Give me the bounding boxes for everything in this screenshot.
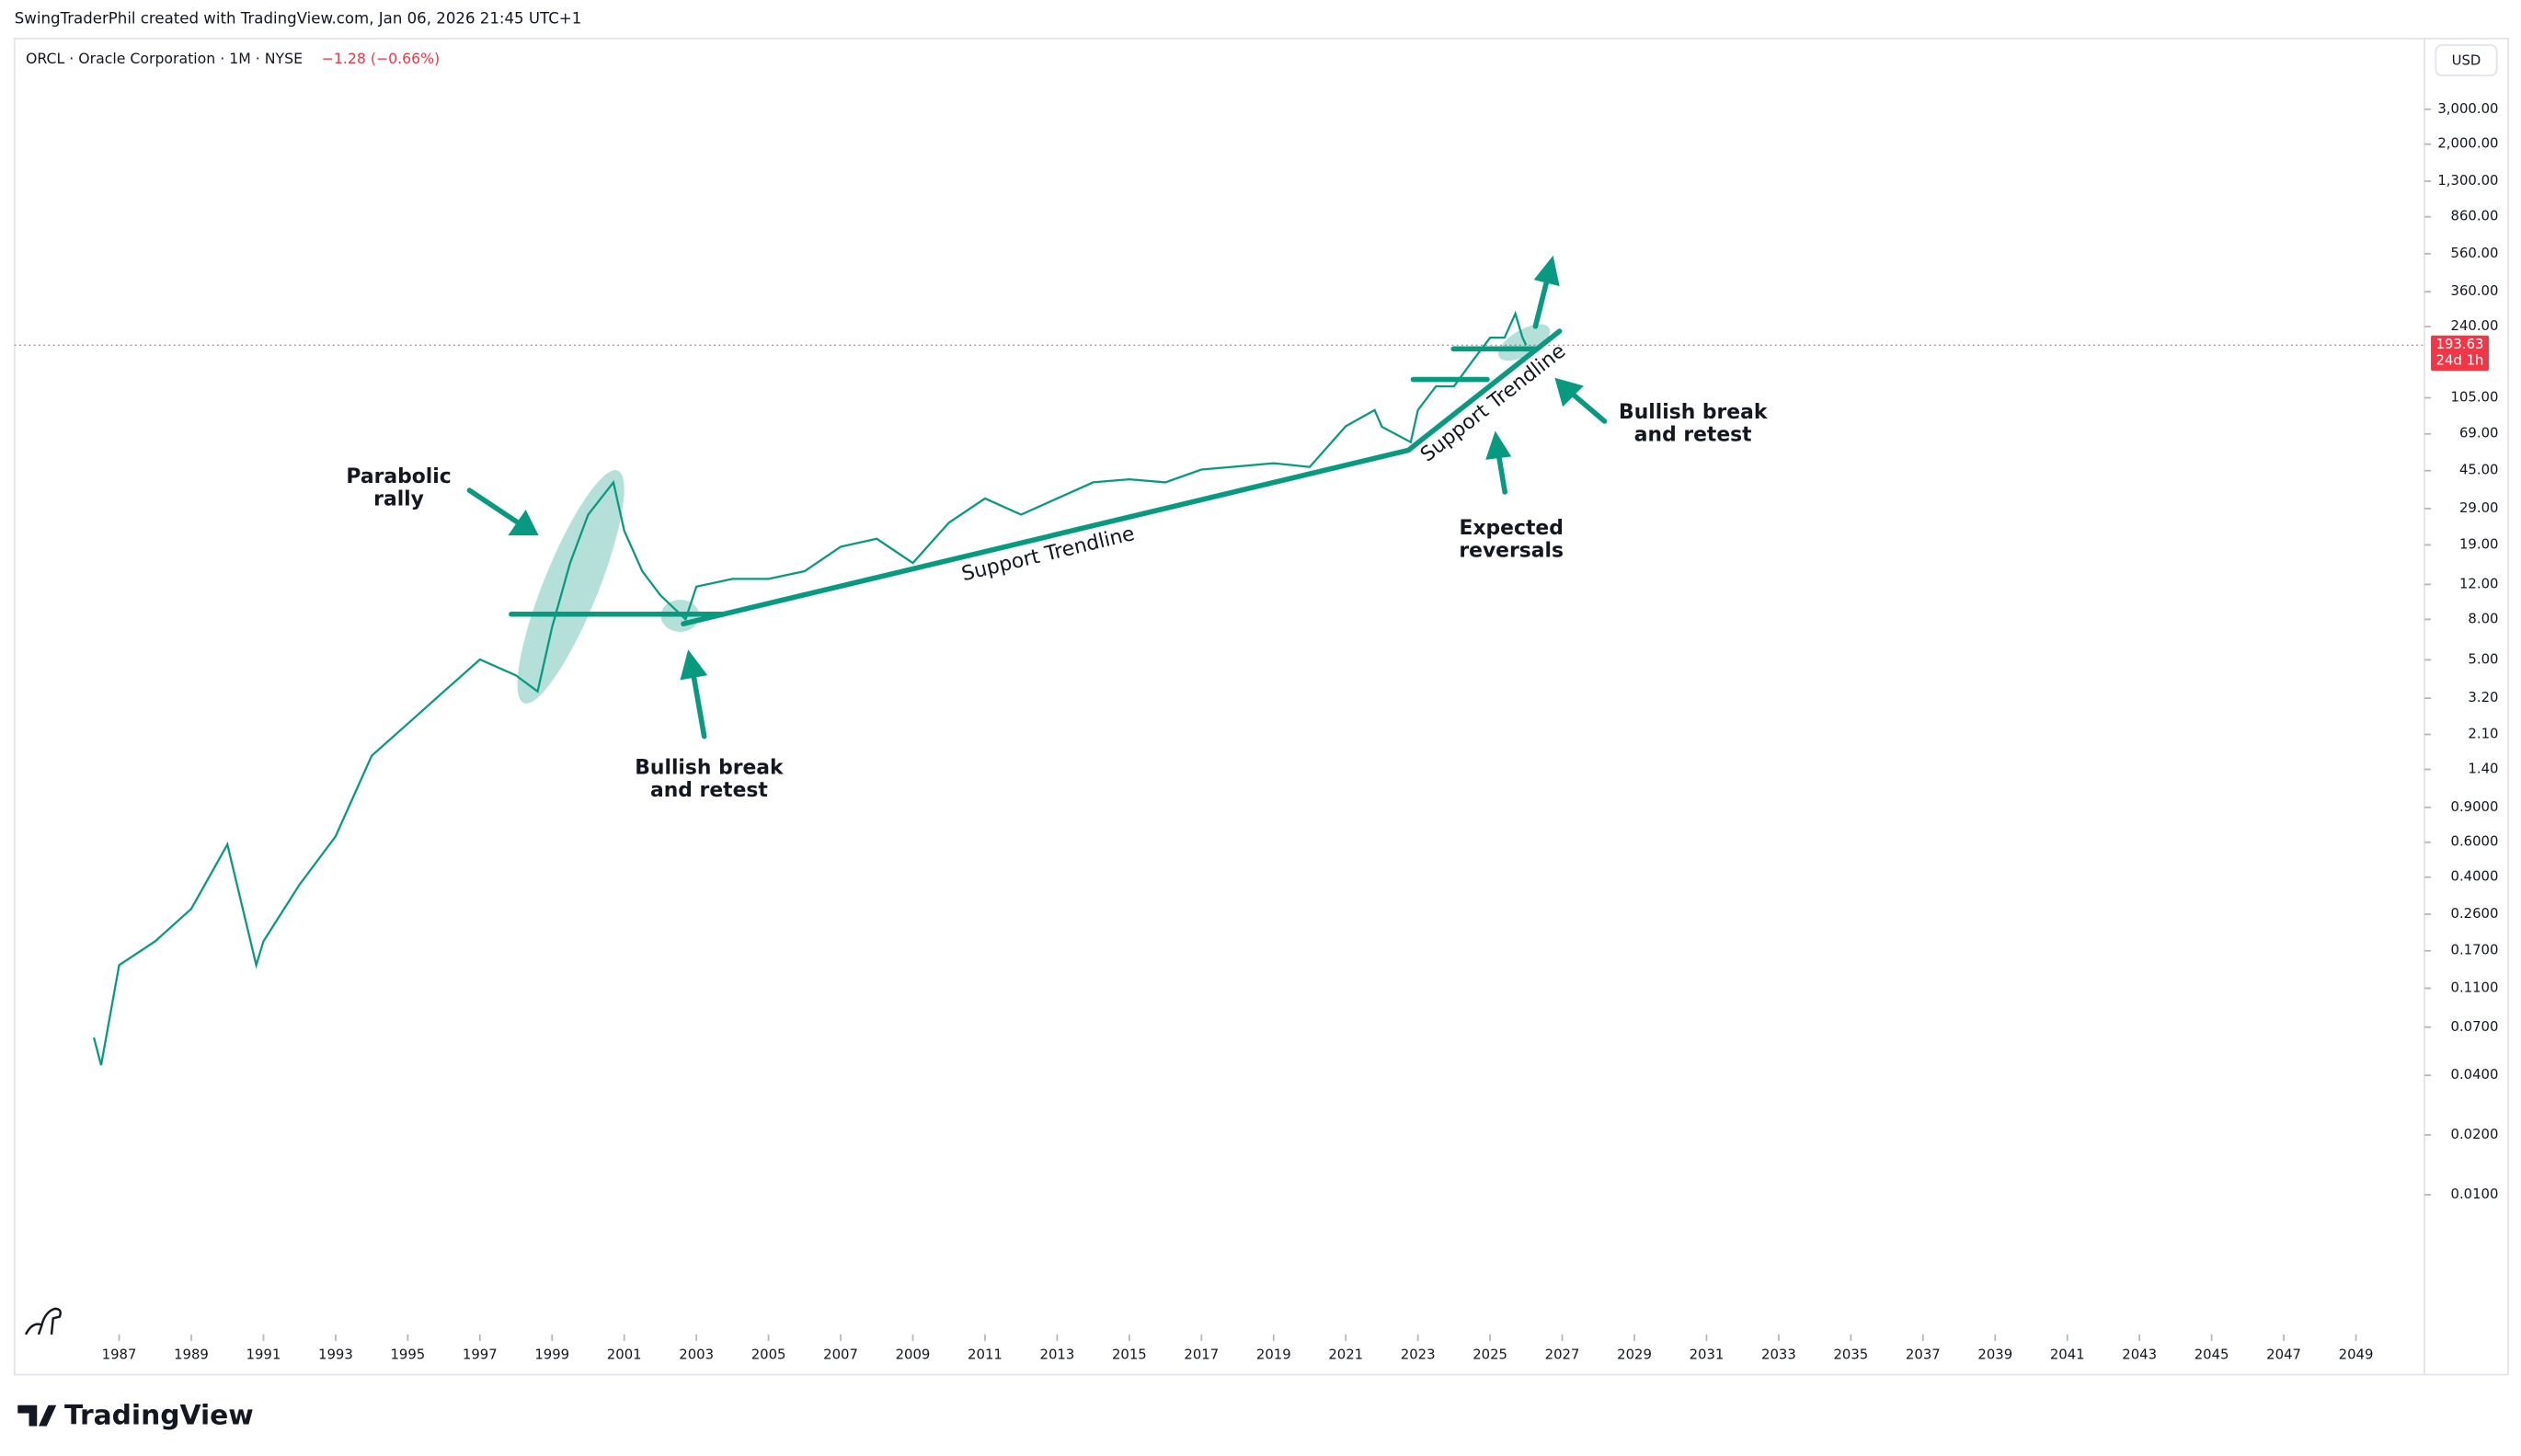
x-tick-label: 2007 [823, 1347, 858, 1363]
x-tick-label: 2021 [1328, 1347, 1363, 1363]
y-tick-label: 0.4000 [2451, 868, 2499, 885]
y-tick-label: 0.0100 [2451, 1186, 2499, 1202]
y-tick-label: 12.00 [2459, 575, 2499, 591]
y-tick-label: 5.00 [2468, 650, 2498, 667]
annotation: rally [373, 488, 424, 511]
y-tick-label: 8.00 [2468, 610, 2498, 626]
annotation: Bullish break [1619, 401, 1768, 424]
x-tick-label: 1999 [534, 1347, 569, 1363]
y-tick-label: 3,000.00 [2437, 100, 2498, 117]
x-tick-label: 2015 [1112, 1347, 1147, 1363]
y-tick-label: 0.1100 [2451, 979, 2499, 995]
last-price-label: 193.63 [2436, 336, 2484, 352]
x-tick-label: 2049 [2339, 1347, 2374, 1363]
annotation: reversals [1459, 540, 1564, 563]
y-tick-label: 0.0200 [2451, 1126, 2499, 1142]
y-tick-label: 560.00 [2451, 245, 2499, 261]
x-tick-label: 2003 [679, 1347, 714, 1363]
support-trendline [681, 328, 1563, 627]
logo-text: TradingView [64, 1399, 254, 1431]
annotation: and retest [650, 779, 768, 802]
arrow [1554, 377, 1608, 424]
x-tick-label: 2001 [607, 1347, 642, 1363]
x-tick-label: 2029 [1617, 1347, 1652, 1363]
x-tick-label: 2005 [751, 1347, 786, 1363]
x-tick-label: 1987 [102, 1347, 137, 1363]
x-tick-label: 1989 [174, 1347, 209, 1363]
arrow [680, 649, 708, 739]
arrow [1485, 430, 1512, 495]
y-tick-label: 69.00 [2459, 425, 2499, 441]
annotation: Expected [1460, 517, 1564, 540]
x-tick-label: 2031 [1690, 1347, 1725, 1363]
x-tick-label: 2033 [1761, 1347, 1796, 1363]
y-tick-label: 360.00 [2451, 282, 2499, 299]
x-tick-label: 1995 [390, 1347, 425, 1363]
currency-button[interactable] [2435, 44, 2498, 77]
y-tick-label: 0.1700 [2451, 942, 2499, 958]
price-change: −1.28 (−0.66%) [322, 50, 441, 67]
y-tick-label: 240.00 [2451, 317, 2499, 334]
y-tick-label: 0.9000 [2451, 798, 2499, 815]
x-tick-label: 1993 [318, 1347, 353, 1363]
symbol-info: ORCL · Oracle Corporation · 1M · NYSE [26, 50, 303, 67]
y-tick-label: 105.00 [2451, 388, 2499, 405]
y-tick-label: 1.40 [2468, 760, 2498, 776]
x-tick-label: 2027 [1545, 1347, 1580, 1363]
logo-icon [24, 1307, 62, 1336]
y-tick-label: 29.00 [2459, 499, 2499, 516]
y-tick-label: 1,300.00 [2437, 172, 2498, 189]
x-tick-label: 1997 [463, 1347, 498, 1363]
y-tick-label: 0.0700 [2451, 1018, 2499, 1035]
annotation: and retest [1634, 424, 1752, 447]
y-tick-label: 45.00 [2459, 462, 2499, 478]
y-tick-label: 19.00 [2459, 535, 2499, 552]
y-tick-label: 2,000.00 [2437, 135, 2498, 152]
x-tick-label: 2017 [1184, 1347, 1219, 1363]
chart-frame [13, 38, 2509, 1376]
annotation: Parabolic [346, 465, 451, 488]
x-tick-label: 2043 [2122, 1347, 2157, 1363]
annotation: Bullish break [635, 757, 784, 780]
x-tick-label: 2011 [968, 1347, 1003, 1363]
currency: USD [2452, 52, 2481, 68]
x-tick-label: 2019 [1256, 1347, 1291, 1363]
logo: TradingView [17, 1399, 254, 1431]
highlight-ellipse [517, 470, 625, 704]
x-tick-label: 2009 [896, 1347, 931, 1363]
x-tick-label: 2023 [1401, 1347, 1436, 1363]
arrow [1532, 255, 1560, 329]
logo-mark [17, 1404, 57, 1427]
x-tick-label: 2035 [1833, 1347, 1868, 1363]
x-tick-label: 2013 [1040, 1347, 1075, 1363]
countdown-label: 24d 1h [2436, 352, 2484, 369]
arrow [466, 487, 539, 536]
y-tick-label: 2.10 [2468, 726, 2498, 742]
x-tick-label: 2047 [2266, 1347, 2301, 1363]
x-tick-label: 2025 [1472, 1347, 1507, 1363]
x-tick-label: 2039 [1977, 1347, 2012, 1363]
x-tick-label: 2037 [1906, 1347, 1941, 1363]
attribution: SwingTraderPhil created with TradingView… [15, 9, 581, 27]
x-tick-label: 2045 [2194, 1347, 2229, 1363]
y-tick-label: 0.0400 [2451, 1066, 2499, 1083]
x-tick-label: 2041 [2050, 1347, 2085, 1363]
y-tick-label: 3.20 [2468, 689, 2498, 705]
drawings [466, 255, 1608, 739]
last-price-badge [2431, 335, 2489, 372]
y-tick-label: 0.2600 [2451, 905, 2499, 922]
y-tick-label: 860.00 [2451, 208, 2499, 224]
y-tick-label: 0.6000 [2451, 833, 2499, 850]
price-line [92, 310, 1528, 1066]
x-tick-label: 1991 [246, 1347, 281, 1363]
